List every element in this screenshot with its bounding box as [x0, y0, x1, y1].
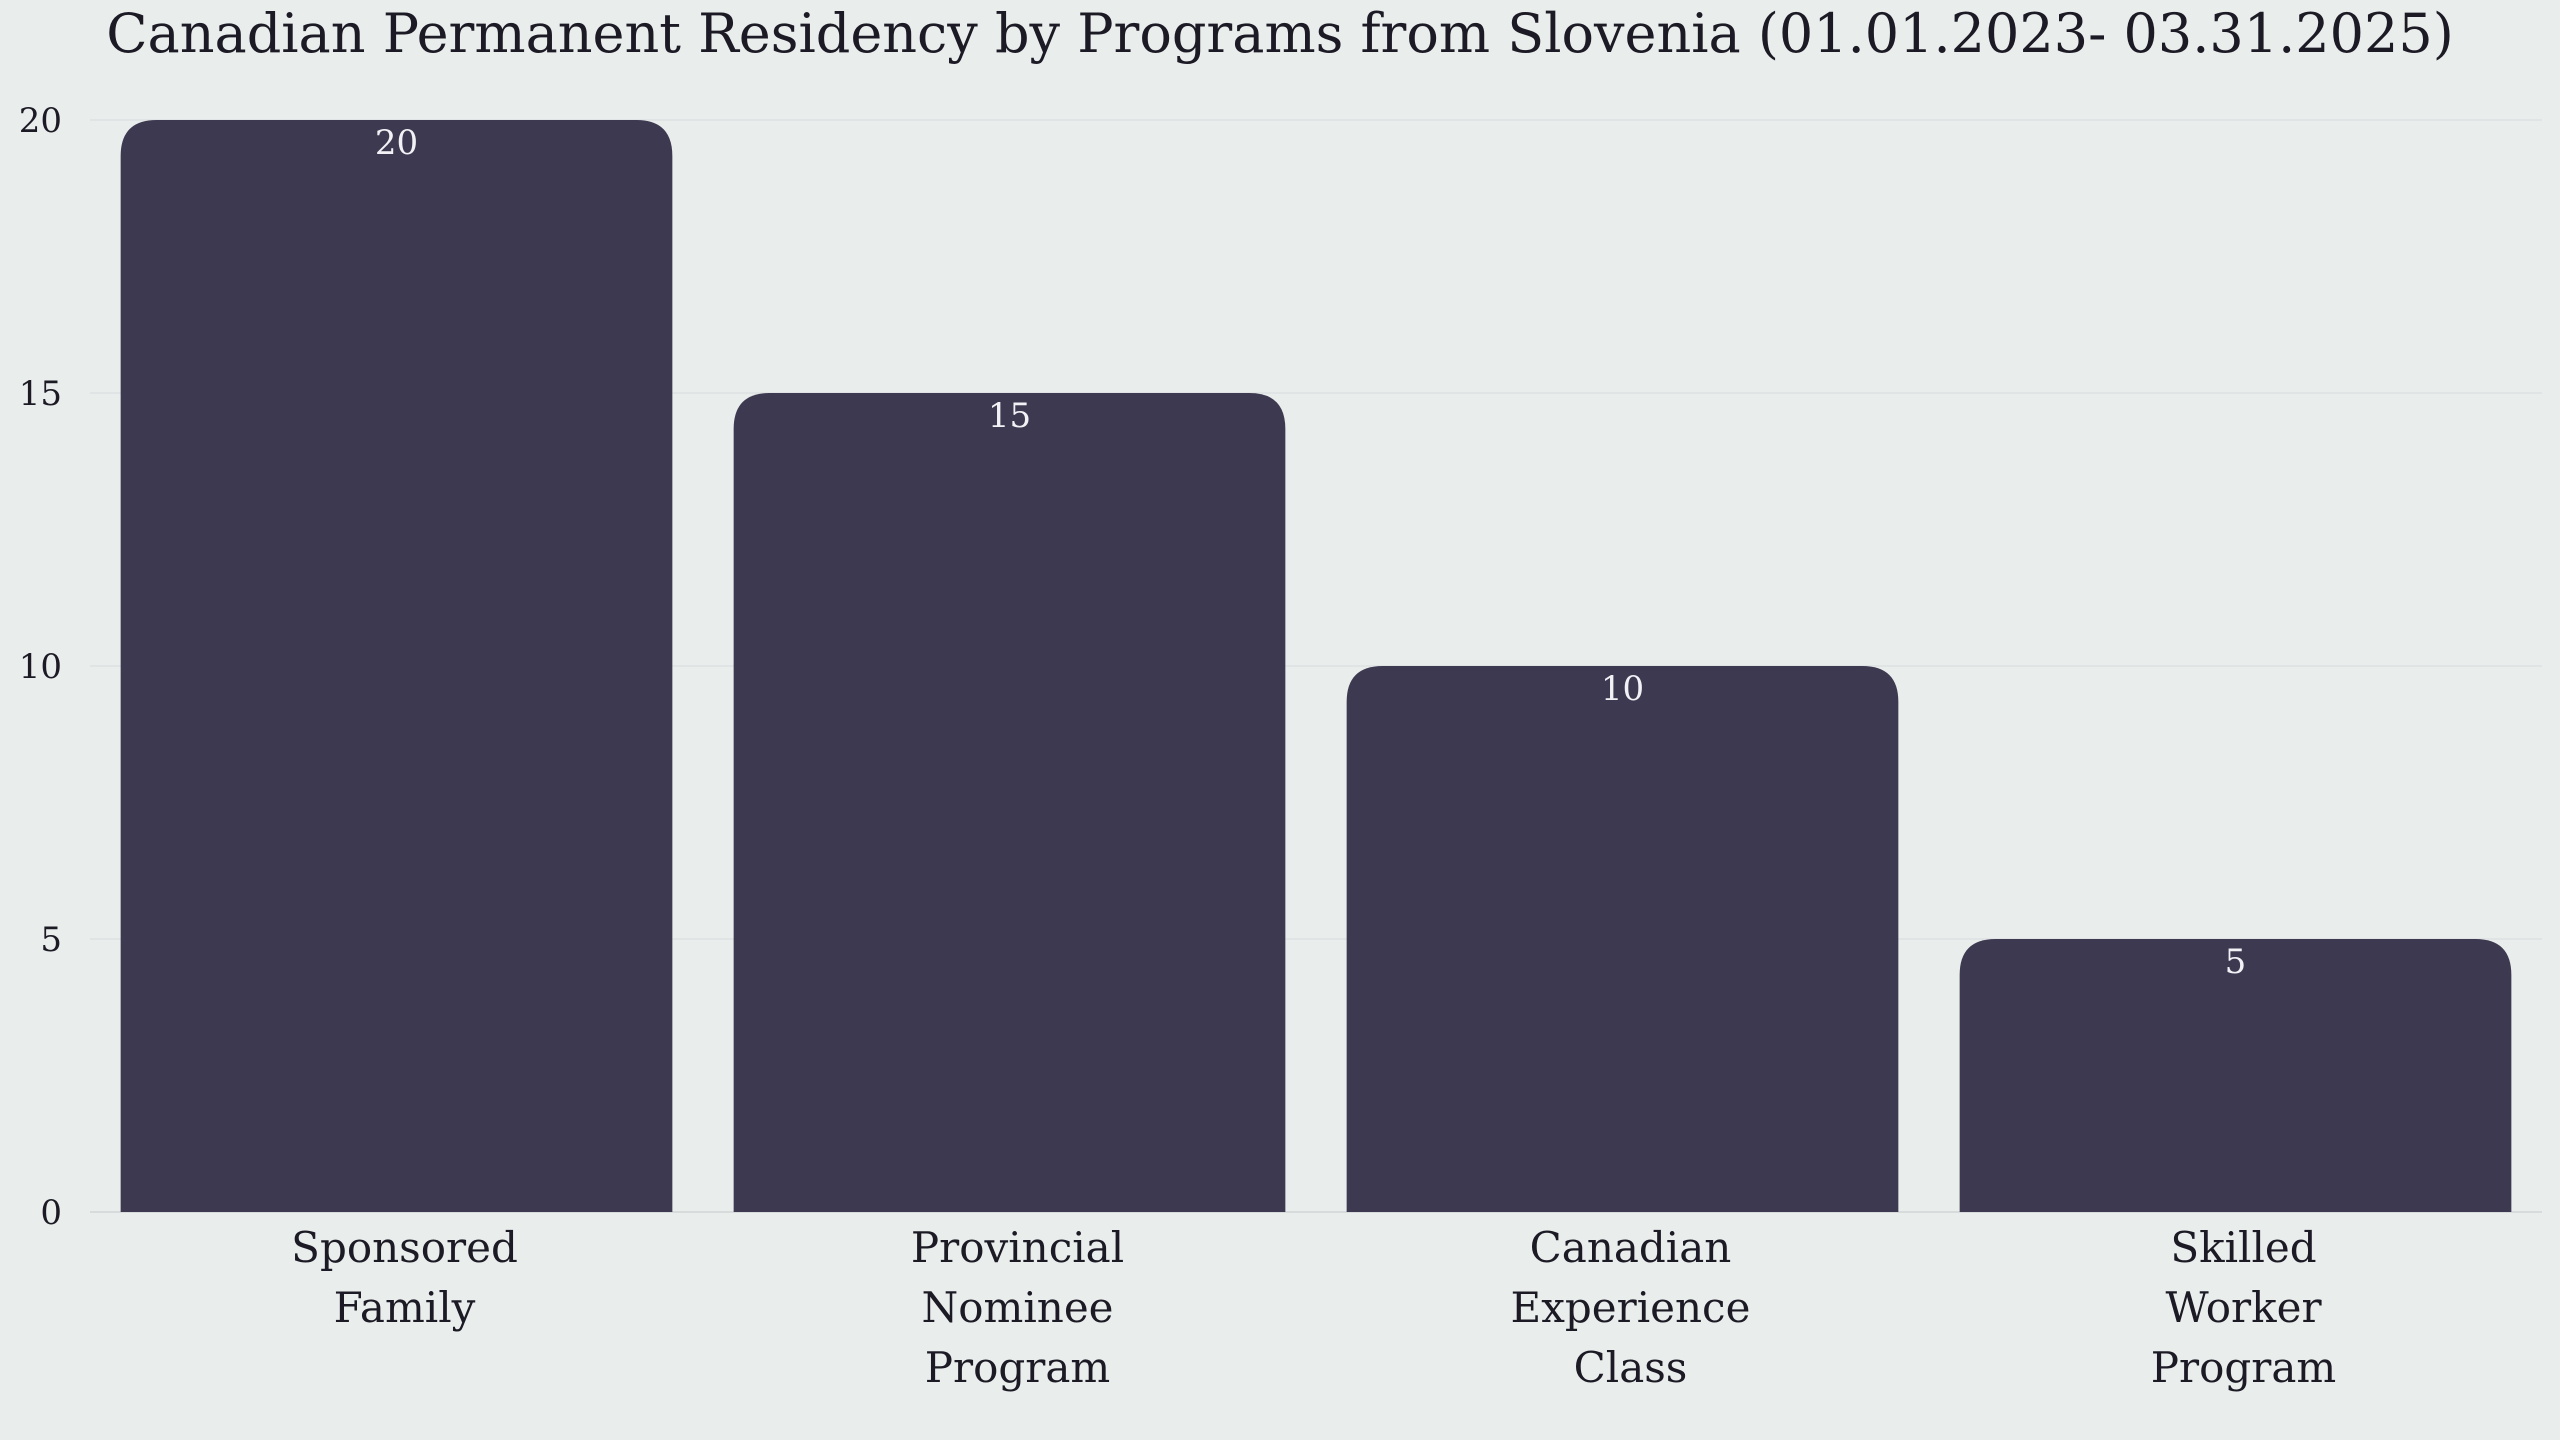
- x-tick-label-line: Nominee: [921, 1283, 1113, 1332]
- bars: [120, 120, 2512, 1212]
- x-tick-label-line: Worker: [2165, 1283, 2322, 1332]
- y-tick-label: 0: [40, 1193, 62, 1233]
- bar: [1959, 939, 2512, 1212]
- bar: [733, 393, 1286, 1212]
- y-tick-label: 10: [19, 647, 62, 687]
- y-tick-label: 15: [19, 374, 62, 414]
- x-tick-label-line: Class: [1574, 1343, 1688, 1392]
- x-tick-label-line: Sponsored: [291, 1223, 518, 1272]
- y-tick-label: 5: [40, 920, 62, 960]
- data-label: 10: [1601, 669, 1644, 709]
- x-tick-label: Provincial Nominee Program: [911, 1223, 1124, 1392]
- data-label: 20: [375, 123, 418, 163]
- x-tick-label: Canadian Experience Class: [1511, 1223, 1751, 1392]
- data-label: 15: [988, 396, 1031, 436]
- bar: [1346, 666, 1899, 1212]
- x-tick-label-line: Canadian: [1530, 1223, 1732, 1272]
- x-tick-label-line: Program: [925, 1343, 1110, 1392]
- x-tick-label-line: Provincial: [911, 1223, 1124, 1272]
- y-tick-label: 20: [19, 101, 62, 141]
- x-tick-label: Skilled Worker Program: [2151, 1223, 2336, 1392]
- data-label: 5: [2225, 942, 2247, 982]
- y-axis-ticks: 0 5 10 15 20: [19, 101, 62, 1233]
- x-tick-label-line: Experience: [1511, 1283, 1751, 1332]
- x-tick-label-line: Program: [2151, 1343, 2336, 1392]
- bar: [120, 120, 673, 1212]
- x-tick-label: Sponsored Family: [291, 1223, 518, 1332]
- x-axis-ticks: Sponsored Family Provincial Nominee Program C…: [291, 1223, 2336, 1392]
- x-tick-label-line: Family: [334, 1283, 476, 1332]
- data-labels: 20 15 10 5: [375, 123, 2246, 982]
- x-tick-label-line: Skilled: [2170, 1223, 2316, 1272]
- chart-title: Canadian Permanent Residency by Programs…: [106, 2, 2454, 65]
